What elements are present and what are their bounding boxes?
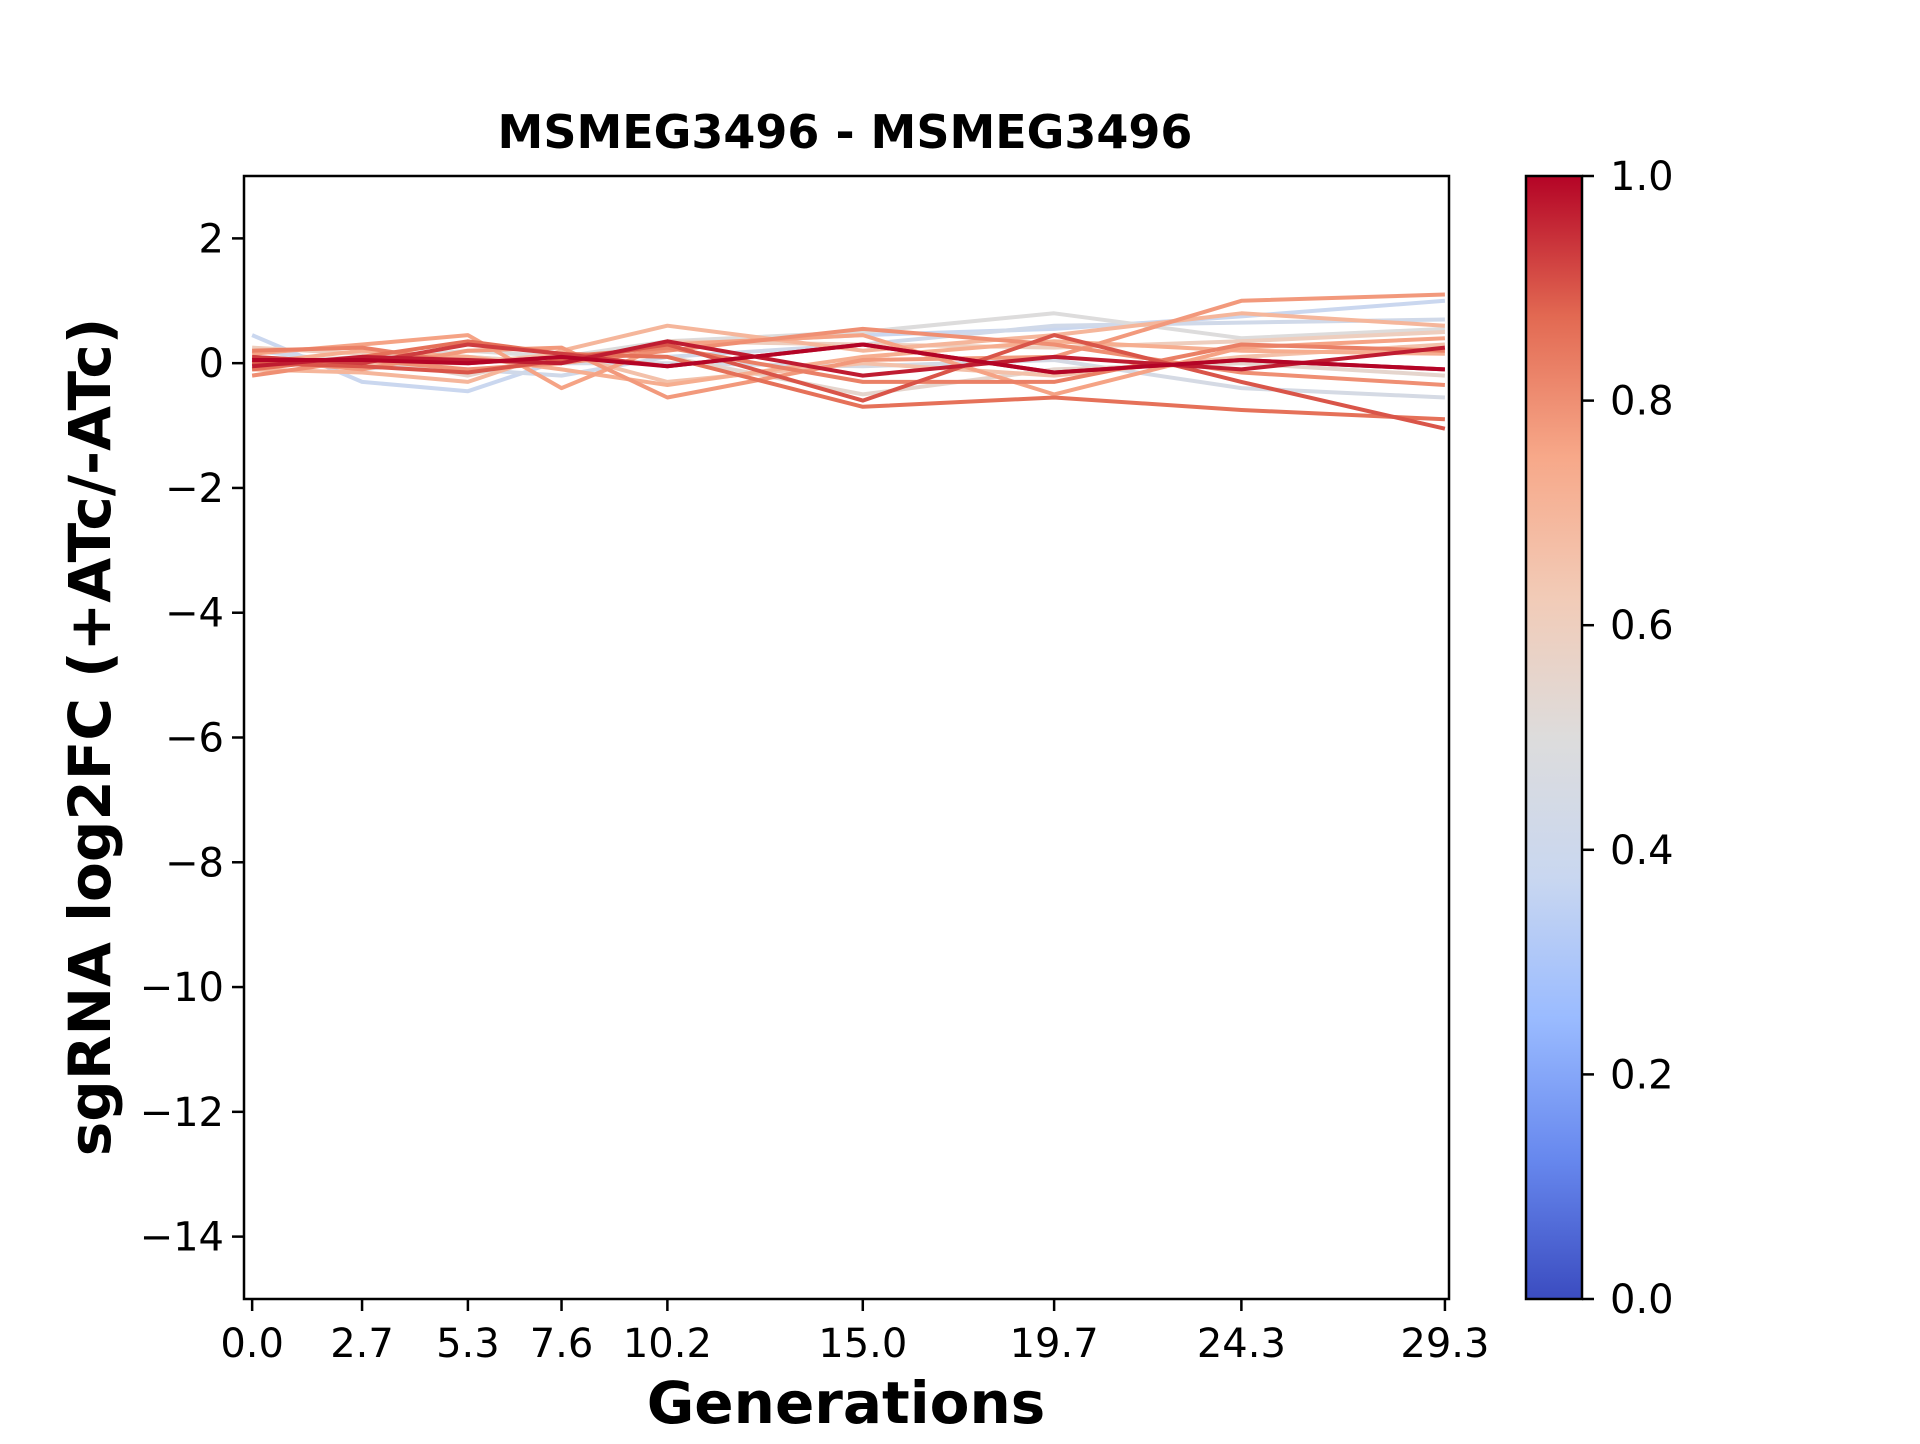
x-tick-label: 19.7: [1010, 1321, 1099, 1367]
y-tick-label: −10: [140, 965, 224, 1011]
y-tick-label: −14: [140, 1215, 224, 1261]
x-tick-label: 0.0: [220, 1321, 284, 1367]
series-line-14: [251, 339, 1445, 422]
colorbar-tick-label: 1.0: [1610, 154, 1674, 200]
x-tick-label: 24.3: [1197, 1321, 1286, 1367]
y-tick-label: 2: [199, 216, 224, 262]
y-axis: 2 0 −2 −4 −6 −8 −10 −12 −14: [140, 216, 244, 1261]
colorbar-tick-label: 0.8: [1610, 379, 1674, 425]
y-tick-label: −6: [165, 716, 224, 762]
y-tick-label: 0: [199, 341, 224, 387]
colorbar: 0.0 0.2 0.4 0.6 0.8 1.0: [1524, 154, 1674, 1323]
x-axis: 0.0 2.7 5.3 7.6 10.2 15.0 19.7 24.3 29.3: [220, 1299, 1489, 1367]
x-tick-label: 7.6: [530, 1321, 594, 1367]
x-axis-label: Generations: [647, 1369, 1046, 1437]
colorbar-tick-label: 0.2: [1610, 1052, 1674, 1098]
x-tick-label: 29.3: [1400, 1321, 1489, 1367]
y-tick-label: −4: [165, 591, 224, 637]
y-tick-label: −8: [165, 840, 224, 886]
colorbar-frame: [1524, 174, 1584, 1301]
colorbar-tick-label: 0.4: [1610, 828, 1674, 874]
series-line-3: [251, 354, 1445, 400]
x-tick-label: 5.3: [436, 1321, 500, 1367]
y-axis-label: sgRNA log2FC (+ATc/-ATc): [56, 318, 124, 1156]
y-tick-label: −12: [140, 1090, 224, 1136]
series-layer: [251, 292, 1446, 431]
x-tick-label: 2.7: [330, 1321, 394, 1367]
colorbar-gradient: [1526, 176, 1582, 1299]
chart-title: MSMEG3496 - MSMEG3496: [498, 105, 1193, 159]
colorbar-tick-label: 0.0: [1610, 1277, 1674, 1323]
colorbar-ticks: 0.0 0.2 0.4 0.6 0.8 1.0: [1582, 154, 1674, 1323]
y-tick-label: −2: [165, 466, 224, 512]
colorbar-tick-label: 0.6: [1610, 603, 1674, 649]
x-tick-label: 15.0: [818, 1321, 907, 1367]
x-tick-label: 10.2: [623, 1321, 712, 1367]
series-line-18: [252, 342, 1445, 375]
